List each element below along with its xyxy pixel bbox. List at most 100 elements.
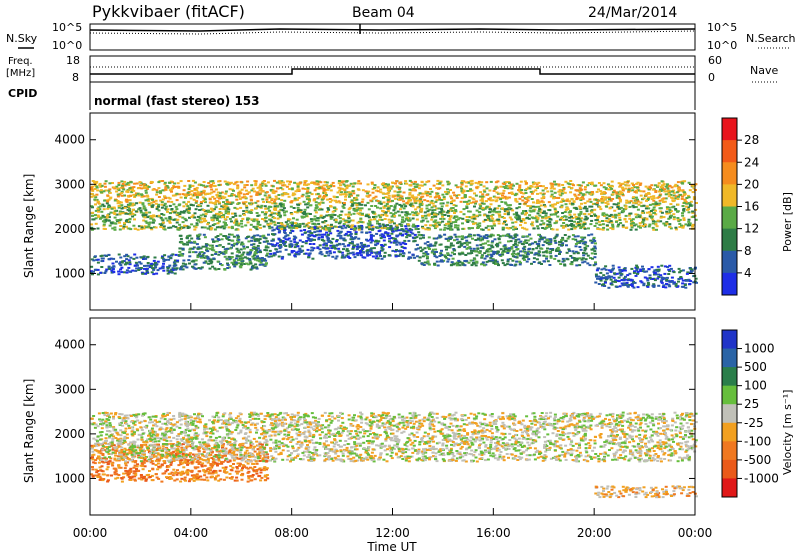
heatmap-cell	[304, 242, 308, 245]
heatmap-cell	[124, 199, 128, 202]
heatmap-cell	[631, 218, 635, 221]
heatmap-cell	[672, 216, 676, 219]
heatmap-cell	[195, 200, 199, 203]
heatmap-cell	[636, 270, 640, 273]
heatmap-cell	[276, 225, 280, 228]
heatmap-cell	[624, 214, 628, 217]
heatmap-cell	[120, 271, 124, 274]
heatmap-cell	[546, 225, 550, 227]
heatmap-cell	[558, 251, 562, 253]
heatmap-cell	[654, 201, 658, 204]
heatmap-cell	[495, 245, 499, 248]
heatmap-cell	[117, 181, 121, 184]
heatmap-cell	[483, 252, 487, 255]
heatmap-cell	[166, 208, 170, 211]
heatmap-cell	[662, 216, 666, 219]
heatmap-cell	[181, 265, 185, 268]
heatmap-cell	[403, 239, 407, 242]
heatmap-cell	[554, 254, 558, 257]
heatmap-cell	[644, 207, 648, 210]
heatmap-cell	[304, 231, 308, 234]
heatmap-cell	[419, 246, 423, 249]
heatmap-cell	[681, 269, 685, 272]
heatmap-cell	[659, 210, 663, 213]
heatmap-cell	[524, 192, 528, 194]
heatmap-cell	[471, 227, 474, 230]
heatmap-cell	[483, 218, 487, 221]
heatmap-cell	[357, 237, 361, 240]
heatmap-cell	[397, 229, 401, 232]
heatmap-cell	[382, 205, 386, 208]
heatmap-cell	[395, 185, 399, 188]
heatmap-cell	[642, 190, 646, 193]
heatmap-cell	[108, 224, 112, 227]
heatmap-cell	[659, 207, 663, 210]
heatmap-cell	[159, 226, 163, 228]
heatmap-cell	[289, 205, 293, 208]
heatmap-cell	[449, 227, 453, 230]
heatmap-cell	[379, 202, 383, 205]
heatmap-cell	[255, 266, 258, 269]
heatmap-cell	[623, 269, 627, 272]
heatmap-cell	[384, 204, 388, 207]
heatmap-cell	[223, 255, 227, 258]
heatmap-cell	[389, 227, 393, 230]
heatmap-cell	[371, 234, 375, 237]
heatmap-cell	[207, 227, 210, 230]
heatmap-cell	[543, 205, 547, 208]
heatmap-cell	[514, 240, 518, 243]
heatmap-cell	[578, 246, 582, 248]
heatmap-cell	[189, 193, 193, 196]
heatmap-cell	[371, 228, 374, 231]
heatmap-cell	[568, 202, 572, 205]
heatmap-cell	[187, 200, 191, 203]
heatmap-cell	[255, 192, 259, 195]
heatmap-cell	[164, 207, 168, 210]
heatmap-cell	[331, 181, 335, 184]
heatmap-cell	[404, 227, 408, 230]
heatmap-cell	[605, 224, 609, 227]
heatmap-cell	[376, 222, 379, 225]
heatmap-cell	[224, 222, 227, 224]
heatmap-cell	[218, 211, 222, 214]
heatmap-cell	[195, 222, 199, 225]
heatmap-cell	[553, 191, 557, 194]
heatmap-cell	[281, 184, 285, 187]
heatmap-cell	[388, 221, 392, 224]
heatmap-cell	[271, 229, 275, 232]
heatmap-cell	[275, 251, 279, 253]
heatmap-cell	[316, 219, 320, 222]
heatmap-cell	[507, 240, 510, 243]
heatmap-cell	[651, 220, 655, 223]
heatmap-cell	[371, 191, 375, 194]
heatmap-cell	[178, 193, 181, 196]
heatmap-cell	[122, 206, 125, 209]
heatmap-cell	[138, 261, 142, 264]
heatmap-cell	[647, 188, 651, 191]
heatmap-cell	[237, 194, 241, 197]
heatmap-cell	[482, 214, 486, 217]
heatmap-cell	[186, 243, 189, 246]
heatmap-cell	[157, 214, 161, 217]
heatmap-cell	[94, 203, 97, 206]
heatmap-cell	[554, 235, 558, 238]
heatmap-cell	[246, 180, 250, 183]
heatmap-cell	[325, 235, 329, 238]
heatmap-cell	[534, 186, 538, 189]
heatmap-cell	[351, 224, 354, 227]
heatmap-cell	[351, 247, 355, 250]
heatmap-cell	[480, 254, 484, 257]
heatmap-cell	[328, 200, 332, 203]
heatmap-cell	[407, 257, 411, 260]
heatmap-cell	[175, 221, 179, 224]
heatmap-cell	[581, 238, 585, 241]
heatmap-cell	[571, 217, 575, 219]
heatmap-cell	[402, 230, 406, 233]
heatmap-cell	[126, 181, 130, 184]
heatmap-cell	[324, 242, 328, 245]
heatmap-cell	[404, 243, 408, 245]
heatmap-cell	[283, 211, 286, 214]
heatmap-cell	[194, 208, 198, 211]
heatmap-cell	[514, 216, 518, 219]
heatmap-cell	[454, 219, 458, 222]
